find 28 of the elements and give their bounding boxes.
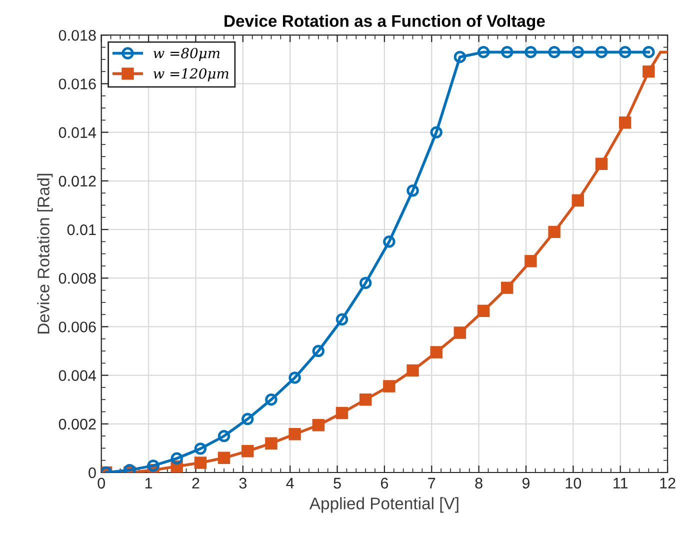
chart-title: Device Rotation as a Function of Voltage — [224, 14, 545, 30]
x-tick-label: 4 — [286, 478, 294, 488]
x-tick-label: 11 — [614, 478, 628, 488]
y-tick-label: 0.008 — [58, 272, 96, 284]
x-tick-label: 8 — [475, 478, 482, 489]
x-tick-label: 1 — [145, 478, 152, 488]
x-tick-label: 5 — [334, 478, 341, 489]
x-tick-label: 3 — [239, 478, 246, 489]
x-tick-label: 7 — [428, 478, 436, 488]
x-tick-label: 12 — [660, 478, 676, 488]
y-tick-label: 0.012 — [58, 176, 96, 187]
y-tick-label: 0.004 — [58, 370, 96, 381]
y-tick-label: 0.002 — [58, 418, 96, 430]
legend-label: w =80μm — [154, 48, 220, 62]
legend-label: w =120μm — [154, 68, 228, 82]
y-tick-label: 0.018 — [58, 30, 96, 41]
y-tick-label: 0.014 — [58, 127, 96, 138]
y-tick-label: 0 — [88, 467, 96, 478]
x-tick-label: 0 — [98, 478, 106, 489]
y-tick-label: 0.01 — [67, 224, 96, 236]
x-tick-label: 6 — [380, 478, 388, 489]
x-tick-label: 2 — [192, 478, 200, 488]
x-tick-label: 10 — [566, 478, 582, 489]
y-tick-label: 0.016 — [58, 78, 96, 90]
x-axis-title: Applied Potential [V] — [309, 497, 458, 513]
y-tick-label: 0.006 — [58, 322, 96, 332]
x-tick-label: 9 — [522, 478, 530, 489]
y-axis-title: Device Rotation [Rad] — [37, 174, 53, 334]
